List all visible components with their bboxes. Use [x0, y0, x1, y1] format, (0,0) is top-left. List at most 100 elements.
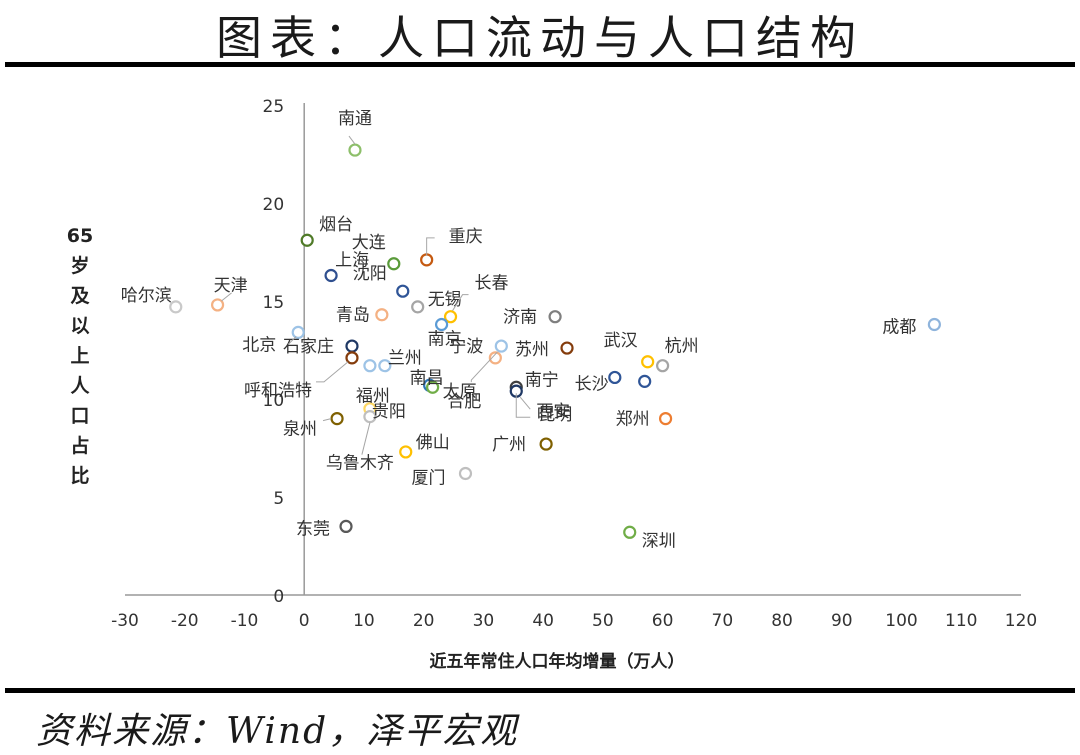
y-axis-title-char: 65	[67, 225, 93, 247]
leader-line	[221, 292, 232, 302]
x-tick-label: 70	[712, 611, 734, 631]
data-label: 郑州	[616, 410, 650, 430]
x-tick-label: -10	[231, 611, 259, 631]
y-tick-label: 0	[273, 587, 284, 607]
data-label: 天津	[214, 276, 248, 296]
data-label: 烟台	[319, 215, 353, 235]
data-label: 昆明	[538, 405, 572, 425]
chart-title: 图表：人口流动与人口结构	[216, 11, 864, 65]
data-label: 兰州	[388, 349, 422, 369]
data-point	[641, 355, 655, 369]
y-tick-label: 25	[263, 97, 285, 117]
leader-line	[515, 393, 531, 418]
data-point	[420, 253, 434, 267]
data-label: 南通	[338, 109, 372, 129]
leader-lines	[221, 135, 531, 455]
x-tick-label: 50	[592, 611, 614, 631]
y-tick-label: 10	[263, 391, 285, 411]
data-point	[655, 359, 670, 373]
data-point	[638, 374, 652, 388]
y-axis-title-char: 比	[70, 465, 89, 487]
data-point	[539, 437, 553, 451]
data-point	[348, 143, 362, 157]
leader-line	[426, 237, 435, 256]
data-point	[411, 300, 425, 314]
data-label: 福州	[356, 387, 390, 407]
y-axis-title-char: 人	[70, 375, 90, 397]
y-tick-label: 15	[263, 293, 285, 313]
x-tick-label: 40	[532, 611, 554, 631]
data-point	[434, 317, 449, 332]
x-tick-label: -30	[111, 611, 139, 631]
x-tick-label: 60	[652, 611, 674, 631]
data-label: 上海	[335, 251, 369, 271]
bottom-rule	[5, 688, 1075, 693]
data-point	[488, 351, 502, 365]
x-tick-label: 30	[473, 611, 495, 631]
data-point	[375, 308, 389, 322]
data-label: 南昌	[410, 368, 444, 388]
data-label: 哈尔滨	[121, 286, 172, 306]
data-label: 苏州	[515, 340, 549, 360]
data-label: 武汉	[604, 331, 638, 351]
leader-line	[361, 422, 371, 455]
data-point	[387, 257, 401, 271]
data-label: 成都	[882, 318, 916, 338]
y-axis-title-char: 占	[70, 434, 89, 457]
data-point	[363, 410, 377, 424]
leader-line	[452, 294, 469, 311]
data-point	[363, 359, 377, 373]
data-label: 长沙	[575, 374, 609, 394]
data-label: 广州	[492, 435, 526, 455]
data-point	[560, 341, 574, 355]
data-point	[494, 339, 508, 353]
data-label: 重庆	[449, 227, 483, 247]
x-axis-title: 近五年常住人口年均增量（万人）	[430, 651, 685, 672]
data-point	[658, 412, 673, 426]
scatter-chart: -30 -20 -10 0 10 20 30 40 50 60 70 80 90 100 110 120 0 5 1…	[67, 97, 1037, 672]
data-point	[210, 298, 225, 312]
data-point	[443, 310, 458, 324]
data-point	[345, 351, 359, 365]
data-label: 合肥	[447, 392, 481, 412]
data-point	[339, 519, 353, 533]
data-label: 宁波	[449, 337, 483, 357]
y-axis-title-char: 及	[70, 285, 90, 307]
x-tick-label: 10	[353, 611, 375, 631]
data-label: 石家庄	[283, 337, 334, 357]
data-label: 西安	[536, 402, 570, 422]
data-label: 呼和浩特	[244, 381, 312, 401]
leader-line	[348, 135, 356, 145]
data-point	[608, 370, 622, 385]
data-point	[458, 466, 473, 481]
data-point	[623, 525, 637, 539]
data-label: 南宁	[525, 370, 559, 390]
x-tick-label: 20	[413, 611, 435, 631]
data-point	[324, 268, 338, 283]
data-label: 厦门	[411, 468, 445, 488]
source-note: 资料来源：Wind，泽平宏观	[36, 711, 519, 752]
data-point	[399, 445, 413, 459]
y-axis-title-char: 以	[70, 315, 89, 337]
data-label: 泉州	[283, 420, 317, 440]
data-label: 杭州	[665, 337, 699, 357]
data-label: 贵阳	[372, 402, 406, 422]
data-label: 太原	[443, 382, 477, 402]
data-label: 无锡	[428, 290, 462, 310]
leader-line	[287, 336, 297, 345]
data-label: 东莞	[296, 519, 330, 539]
y-tick-label: 20	[263, 195, 285, 215]
data-label: 济南	[503, 308, 537, 328]
data-label: 南京	[428, 330, 462, 350]
top-rule	[5, 62, 1075, 67]
data-point	[378, 359, 392, 373]
leader-line	[322, 418, 332, 422]
data-point	[300, 233, 314, 247]
data-label: 深圳	[642, 531, 676, 551]
x-tick-label: -20	[171, 611, 199, 631]
leader-line	[519, 396, 531, 410]
axes: -30 -20 -10 0 10 20 30 40 50 60 70 80 90 100 110 120 0 5 1…	[67, 97, 1037, 672]
data-point	[927, 317, 941, 332]
x-tick-label: 110	[945, 611, 977, 631]
